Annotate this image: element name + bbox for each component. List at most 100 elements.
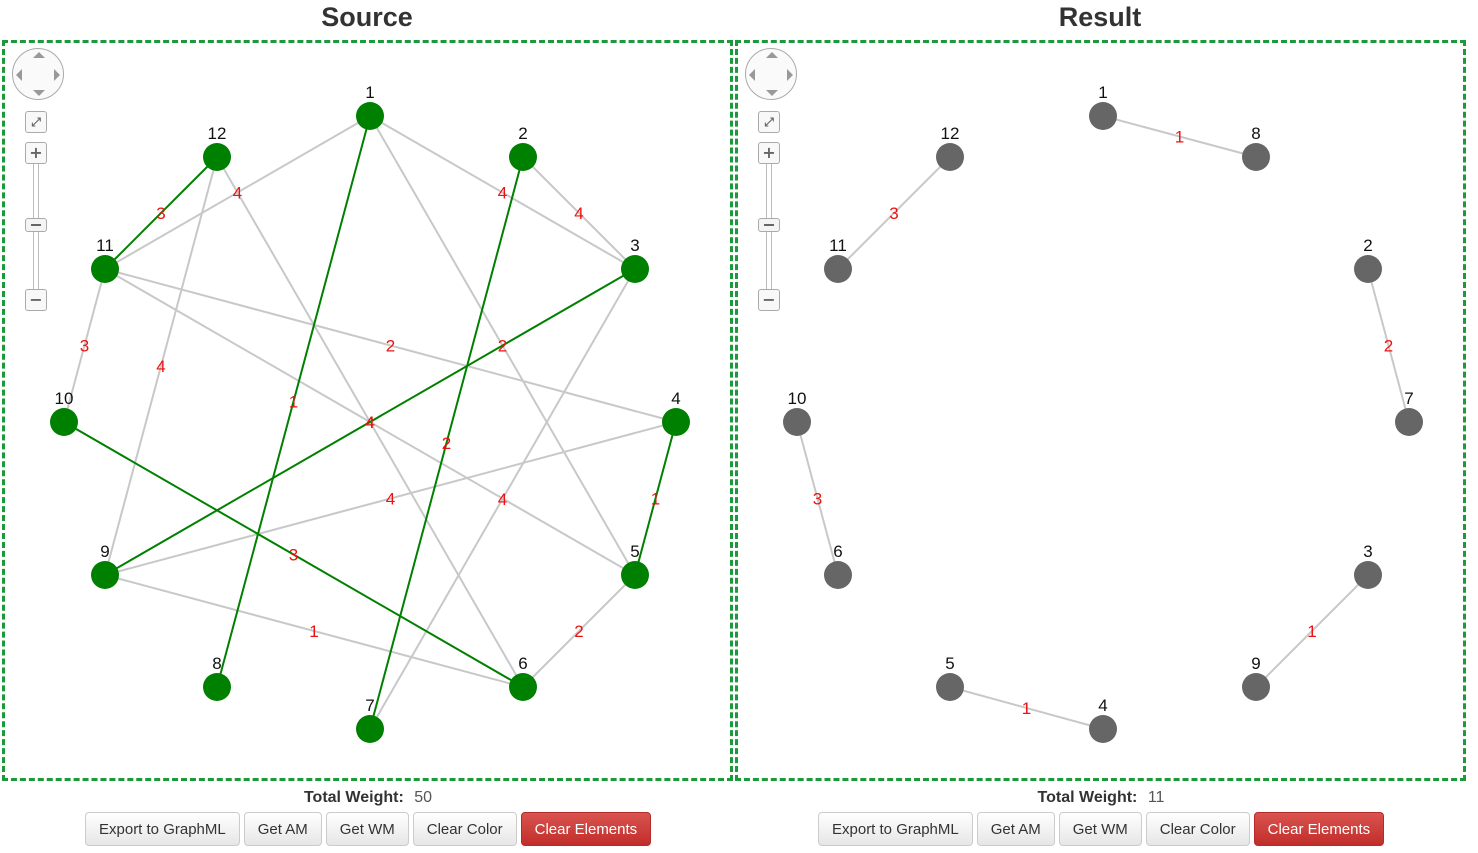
graph-edge-3-9[interactable] — [1255, 574, 1369, 688]
graph-edge-11-4[interactable] — [104, 268, 677, 423]
fit-expand-icon[interactable]: ⤢ — [758, 111, 780, 133]
edge-weight-label: 2 — [1384, 337, 1393, 356]
graph-node-9[interactable] — [1242, 673, 1270, 701]
node-label: 3 — [1363, 542, 1372, 561]
graph-edge-11-12[interactable] — [104, 156, 218, 270]
graph-node-6[interactable] — [509, 673, 537, 701]
pan-right-icon[interactable] — [54, 69, 60, 81]
edge-layer — [796, 115, 1410, 730]
graph-node-8[interactable] — [1242, 143, 1270, 171]
edge-weight-label: 2 — [574, 622, 583, 641]
pan-down-icon[interactable] — [33, 90, 45, 96]
node-label: 6 — [518, 654, 527, 673]
graph-edge-4-9[interactable] — [104, 421, 677, 576]
graph-node-4[interactable] — [1089, 715, 1117, 743]
node-label: 9 — [100, 542, 109, 561]
pan-left-icon[interactable] — [16, 69, 22, 81]
get-am-button[interactable]: Get AM — [976, 812, 1055, 846]
graph-node-5[interactable] — [936, 673, 964, 701]
graph-node-10[interactable] — [50, 408, 78, 436]
graph-node-7[interactable] — [1395, 408, 1423, 436]
graph-node-10[interactable] — [783, 408, 811, 436]
graph-edge-3-9[interactable] — [104, 268, 636, 576]
clear-color-button[interactable]: Clear Color — [412, 812, 517, 846]
result-total-weight: Total Weight: 11 — [901, 789, 1301, 807]
graph-edge-9-6[interactable] — [104, 574, 524, 688]
export-graphml-button[interactable]: Export to GraphML — [85, 812, 240, 846]
edge-weight-label: 4 — [365, 413, 374, 432]
graph-edge-12-9[interactable] — [104, 156, 218, 576]
graph-edge-1-3[interactable] — [369, 115, 636, 270]
get-wm-button[interactable]: Get WM — [1058, 812, 1142, 846]
edge-weight-label: 1 — [1022, 699, 1031, 718]
graph-node-7[interactable] — [356, 715, 384, 743]
graph-node-3[interactable] — [1354, 561, 1382, 589]
export-graphml-button[interactable]: Export to GraphML — [818, 812, 973, 846]
edge-weight-label: 4 — [156, 357, 165, 376]
pan-left-icon[interactable] — [749, 69, 755, 81]
get-am-button[interactable]: Get AM — [243, 812, 322, 846]
zoom-out-icon[interactable]: − — [758, 289, 780, 311]
zoom-slider-handle[interactable] — [25, 218, 47, 232]
pan-control-icon[interactable] — [12, 48, 64, 100]
graph-edge-5-4[interactable] — [949, 686, 1104, 730]
zoom-slider-handle[interactable] — [758, 218, 780, 232]
graph-node-11[interactable] — [824, 255, 852, 283]
node-label: 11 — [829, 236, 847, 255]
graph-edge-2-7[interactable] — [369, 156, 524, 730]
graph-edge-10-6[interactable] — [63, 421, 524, 688]
graph-edge-2-3[interactable] — [522, 156, 636, 270]
graph-node-9[interactable] — [91, 561, 119, 589]
source-title: Source — [321, 2, 413, 32]
edge-weight-label: 4 — [365, 413, 374, 432]
result-graph-canvas[interactable]: 1 3 2 3 1 1 1 8 12 11 2 7 10 6 3 9 5 4 ⤢ + − — [735, 40, 1466, 781]
edge-weight-label: 4 — [498, 184, 507, 203]
result-button-row: Export to GraphML Get AM Get WM Clear Co… — [818, 812, 1385, 846]
graph-node-12[interactable] — [936, 143, 964, 171]
zoom-in-icon[interactable]: + — [758, 142, 780, 164]
graph-node-2[interactable] — [509, 143, 537, 171]
zoom-out-icon[interactable]: − — [25, 289, 47, 311]
edge-weight-label: 1 — [1307, 622, 1316, 641]
pan-right-icon[interactable] — [787, 69, 793, 81]
pan-up-icon[interactable] — [766, 52, 778, 58]
graph-edge-11-10[interactable] — [63, 268, 106, 423]
node-label: 12 — [941, 124, 960, 143]
graph-edge-5-6[interactable] — [522, 574, 636, 688]
node-label: 9 — [1251, 654, 1260, 673]
graph-edge-2-7[interactable] — [1367, 268, 1410, 423]
graph-node-2[interactable] — [1354, 255, 1382, 283]
node-label: 5 — [945, 654, 954, 673]
node-label: 4 — [671, 389, 680, 408]
graph-node-3[interactable] — [621, 255, 649, 283]
graph-node-4[interactable] — [662, 408, 690, 436]
graph-node-5[interactable] — [621, 561, 649, 589]
graph-node-1[interactable] — [1089, 102, 1117, 130]
graph-edge-1-8[interactable] — [216, 115, 371, 688]
graph-edge-1-8[interactable] — [1102, 115, 1257, 158]
pan-up-icon[interactable] — [33, 52, 45, 58]
fit-expand-icon[interactable]: ⤢ — [25, 111, 47, 133]
source-graph-canvas[interactable]: 4 4 2 4 4 4 2 4 3 4 4 1 2 1 2 4 1 3 3 1 2 3 4 5 6 7 8 9 10 11 12 ⤢ + − — [2, 40, 733, 781]
pan-down-icon[interactable] — [766, 90, 778, 96]
clear-elements-button[interactable]: Clear Elements — [520, 812, 652, 846]
node-label: 2 — [518, 124, 527, 143]
node-label: 10 — [55, 389, 74, 408]
graph-edge-12-11[interactable] — [837, 156, 951, 270]
zoom-in-icon[interactable]: + — [25, 142, 47, 164]
graph-node-8[interactable] — [203, 673, 231, 701]
get-wm-button[interactable]: Get WM — [325, 812, 409, 846]
pan-control-icon[interactable] — [745, 48, 797, 100]
clear-elements-button[interactable]: Clear Elements — [1253, 812, 1385, 846]
edge-weight-label: 4 — [498, 490, 507, 509]
graph-node-6[interactable] — [824, 561, 852, 589]
graph-edge-4-5[interactable] — [634, 421, 677, 576]
graph-edge-10-6[interactable] — [796, 421, 839, 576]
clear-color-button[interactable]: Clear Color — [1145, 812, 1250, 846]
edge-weight-label: 2 — [498, 337, 507, 356]
graph-node-1[interactable] — [356, 102, 384, 130]
graph-node-11[interactable] — [91, 255, 119, 283]
graph-node-12[interactable] — [203, 143, 231, 171]
